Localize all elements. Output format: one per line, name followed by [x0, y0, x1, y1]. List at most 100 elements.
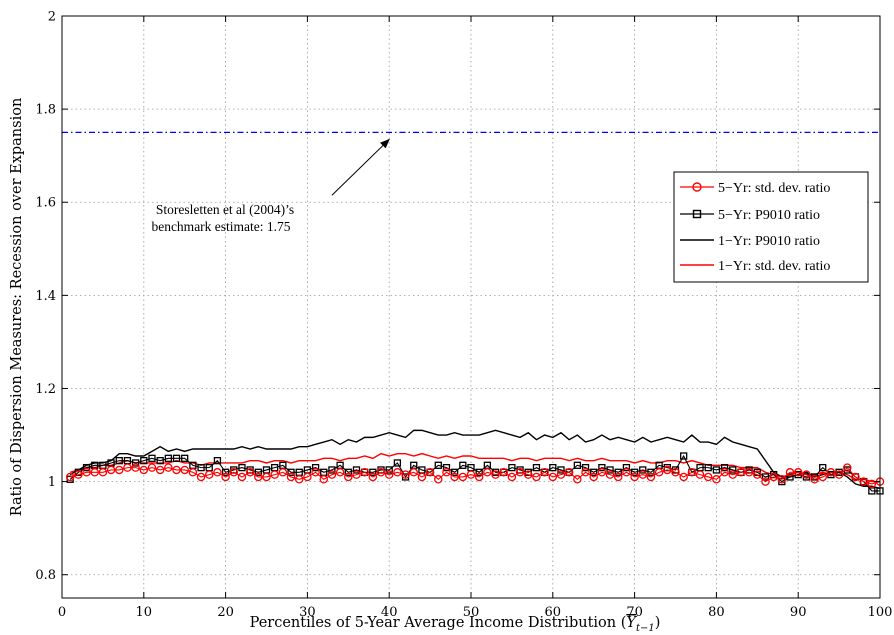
legend-box: [673, 171, 869, 283]
tick-labels: 0 10 20 30 40 50 60 70 80 90 100 0.8 1 1.2 1.4 1.6 1.8 2: [35, 10, 892, 621]
data-point: [450, 472, 459, 482]
data-point: [303, 472, 312, 482]
data-point: [549, 463, 557, 472]
series-4: [69, 452, 880, 483]
legend-entry-3: 1−Yr: P9010 ratio: [680, 234, 820, 249]
data-point: [589, 472, 598, 482]
data-point: [409, 468, 418, 477]
data-point: [720, 463, 729, 472]
data-point: [564, 468, 574, 477]
data-point: [785, 468, 795, 477]
data-point: [671, 468, 680, 477]
data-point: [82, 463, 91, 472]
data-point: [744, 468, 754, 477]
data-point: [459, 461, 467, 469]
data-point: [793, 468, 803, 477]
data-point: [843, 463, 852, 472]
data-point: [294, 475, 304, 484]
data-point: [360, 468, 369, 477]
series-line: [69, 454, 880, 492]
data-point: [475, 468, 483, 476]
data-point: [90, 468, 99, 477]
legend: 5−Yr: std. dev. ratio 5−Yr: P9010 ratio …: [673, 171, 869, 283]
data-point: [344, 472, 353, 482]
data-point: [630, 472, 639, 482]
data-point: [254, 472, 263, 482]
data-point: [654, 468, 664, 477]
data-point: [328, 466, 336, 474]
data-point: [819, 463, 827, 472]
data-point: [311, 468, 320, 477]
data-point: [156, 456, 164, 465]
data-point: [442, 463, 451, 472]
data-point: [450, 468, 459, 476]
data-point: [597, 468, 607, 477]
data-point: [376, 468, 386, 477]
x-tick-label: 50: [463, 605, 480, 620]
data-point: [761, 473, 770, 481]
data-point: [147, 463, 157, 472]
data-point: [499, 468, 508, 477]
data-point: [508, 463, 516, 472]
data-point: [647, 468, 655, 476]
data-point: [148, 454, 156, 462]
y-tick-label: 1.4: [35, 289, 56, 304]
data-point: [352, 470, 361, 479]
data-point: [606, 466, 614, 474]
y-tick-label: 1.8: [35, 103, 56, 118]
data-point: [867, 479, 877, 489]
legend-marker-1: [692, 182, 702, 192]
data-point: [704, 463, 712, 472]
x-tick-label: 20: [217, 605, 234, 620]
data-point: [106, 465, 116, 475]
x-axis-title-text: Percentiles of 5-Year Average Income Dis…: [250, 615, 627, 631]
data-point: [311, 463, 320, 472]
data-point: [622, 463, 631, 472]
y-tick-label: 0.8: [35, 568, 56, 583]
x-axis-symbol: Y: [626, 615, 637, 631]
data-point: [581, 468, 590, 477]
data-point: [540, 468, 549, 477]
legend-label-3: 1−Yr: P9010 ratio: [718, 234, 820, 249]
x-tick-label: 80: [708, 605, 725, 620]
data-point: [810, 475, 819, 484]
data-point: [818, 472, 827, 482]
data-point: [663, 465, 672, 475]
data-point: [703, 472, 713, 482]
data-point: [557, 466, 565, 474]
series-3: [69, 429, 881, 490]
data-point: [639, 466, 647, 474]
data-point: [368, 472, 378, 482]
data-point: [181, 454, 189, 462]
data-point: [172, 454, 181, 462]
data-point: [254, 468, 262, 476]
data-point: [590, 468, 598, 476]
x-tick-label: 10: [136, 605, 153, 620]
legend-label-2: 5−Yr: P9010 ratio: [718, 208, 820, 223]
series-1: [65, 463, 885, 489]
data-point: [164, 463, 173, 472]
data-point: [425, 468, 435, 477]
data-point: [319, 475, 329, 484]
data-point: [638, 470, 648, 479]
data-point: [695, 470, 705, 479]
data-point: [229, 468, 239, 477]
legend-entry-4: 1−Yr: std. dev. ratio: [680, 259, 830, 274]
x-axis-subscript: t−1: [636, 623, 655, 634]
data-point: [851, 472, 860, 482]
y-tick-label: 1: [48, 475, 56, 490]
data-point: [238, 463, 246, 472]
data-point: [213, 456, 222, 465]
data-point: [115, 456, 123, 465]
data-point: [213, 468, 222, 477]
data-point: [139, 465, 149, 475]
legend-marker-2: [692, 209, 702, 219]
data-point: [369, 468, 377, 476]
data-point: [131, 459, 140, 467]
y-tick-label: 2: [48, 10, 56, 25]
data-point: [720, 468, 729, 477]
data-point: [736, 468, 746, 477]
legend-entry-2: 5−Yr: P9010 ratio: [680, 208, 820, 223]
data-point: [753, 470, 762, 479]
data-point: [262, 472, 271, 482]
